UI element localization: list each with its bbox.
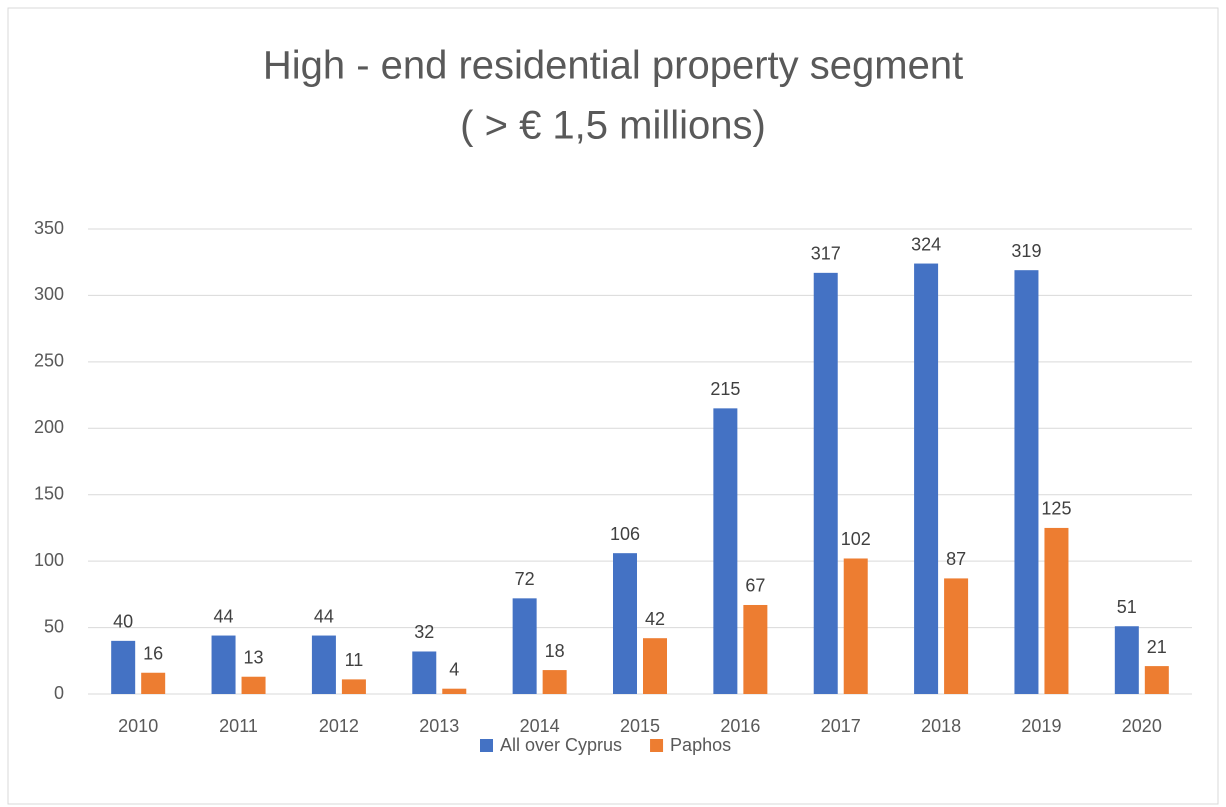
x-tick-label: 2014 — [520, 716, 560, 736]
data-label: 317 — [811, 244, 841, 264]
bar — [944, 578, 969, 694]
data-label: 215 — [710, 379, 740, 399]
bar — [241, 676, 266, 694]
x-tick-label: 2019 — [1021, 716, 1061, 736]
data-label: 44 — [214, 606, 234, 626]
bar — [713, 408, 738, 694]
bar — [643, 638, 667, 694]
data-label: 40 — [113, 612, 133, 632]
x-tick-label: 2017 — [821, 716, 861, 736]
x-tick-label: 2010 — [118, 716, 158, 736]
data-label: 72 — [515, 569, 535, 589]
data-label: 102 — [841, 529, 871, 549]
x-tick-label: 2018 — [921, 716, 961, 736]
y-tick-label: 200 — [34, 417, 64, 437]
y-tick-label: 50 — [44, 616, 64, 636]
data-label: 16 — [143, 643, 163, 663]
bar — [311, 635, 336, 694]
data-label: 32 — [414, 622, 434, 642]
y-tick-label: 300 — [34, 284, 64, 304]
legend-label: All over Cyprus — [500, 735, 622, 755]
x-tick-label: 2013 — [419, 716, 459, 736]
legend-label: Paphos — [670, 735, 731, 755]
data-label: 44 — [314, 606, 334, 626]
bar — [341, 679, 366, 694]
data-label: 319 — [1011, 241, 1041, 261]
bar — [813, 272, 838, 694]
bar — [542, 670, 567, 694]
data-label: 4 — [449, 659, 459, 679]
legend-swatch — [650, 739, 664, 752]
y-tick-label: 150 — [34, 483, 64, 503]
bar — [914, 263, 939, 694]
legend-swatch — [480, 739, 493, 752]
data-label: 11 — [345, 650, 364, 670]
bar — [442, 688, 467, 694]
bar — [613, 553, 637, 694]
data-label: 67 — [745, 576, 765, 596]
data-label: 87 — [946, 549, 966, 569]
bar — [1044, 527, 1069, 694]
bar — [111, 640, 136, 694]
bar — [843, 558, 868, 694]
chart-title: ( > € 1,5 millions) — [460, 104, 766, 148]
x-tick-label: 2020 — [1122, 716, 1162, 736]
data-label: 51 — [1117, 597, 1137, 617]
bar — [1144, 666, 1169, 694]
bar — [1014, 270, 1039, 694]
chart-title: High - end residential property segment — [263, 44, 963, 88]
data-label: 18 — [545, 641, 565, 661]
bar — [1114, 626, 1139, 694]
data-label: 324 — [911, 234, 941, 254]
y-tick-label: 100 — [34, 550, 64, 570]
x-tick-label: 2011 — [219, 716, 258, 736]
bar — [512, 598, 537, 694]
data-label: 13 — [244, 647, 264, 667]
y-tick-label: 0 — [54, 683, 64, 703]
data-label: 21 — [1147, 637, 1167, 657]
data-label: 106 — [610, 524, 640, 544]
y-tick-label: 350 — [34, 218, 64, 238]
y-tick-label: 250 — [34, 351, 64, 371]
x-tick-label: 2015 — [620, 716, 660, 736]
bar — [743, 604, 768, 694]
bar — [141, 672, 166, 694]
x-tick-label: 2016 — [720, 716, 760, 736]
data-label: 125 — [1041, 499, 1071, 519]
bar — [412, 651, 437, 694]
data-label: 42 — [645, 609, 665, 629]
x-tick-label: 2012 — [319, 716, 359, 736]
bar — [211, 635, 236, 694]
